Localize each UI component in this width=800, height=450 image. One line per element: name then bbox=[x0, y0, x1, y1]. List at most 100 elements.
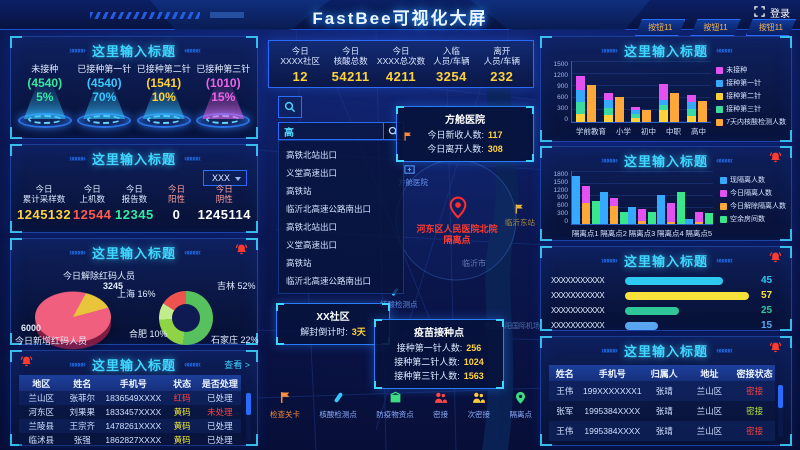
table-cell: 1833457XXXX bbox=[105, 407, 162, 417]
table-cell: 张靖 bbox=[655, 426, 673, 436]
search-result-item[interactable]: 义堂高速出口 bbox=[286, 168, 338, 178]
table-cell: 199XXXXXXX1 bbox=[582, 386, 642, 396]
alarm-bell-icon[interactable] bbox=[234, 243, 250, 258]
rank-bar bbox=[625, 291, 749, 300]
table-cell: 张菲尔 bbox=[69, 393, 96, 403]
table-cell: 兰山区 bbox=[696, 406, 723, 416]
table-row[interactable]: 河东区 刘果果 1833457XXXX 黄码 未处理 bbox=[19, 405, 241, 419]
bar-group[interactable] bbox=[659, 84, 680, 122]
quarantine-pin-marker[interactable] bbox=[448, 196, 468, 223]
rank-bar-label: XXXXXXXXXXX bbox=[551, 276, 605, 285]
filter-dropdown[interactable]: XXX bbox=[202, 170, 247, 186]
table-row[interactable]: 兰山区 张菲尔 1836549XXXX 红码 已处理 bbox=[19, 391, 241, 405]
view-more-link[interactable]: 查看 > bbox=[224, 360, 250, 370]
map-legend-button[interactable]: 检查关卡 bbox=[270, 391, 300, 420]
bar-group[interactable] bbox=[572, 176, 601, 224]
map-search-toggle-button[interactable] bbox=[278, 96, 302, 118]
search-result-item[interactable]: 高铁站 bbox=[286, 258, 312, 268]
bar-group[interactable] bbox=[631, 107, 652, 122]
rank-bar-track bbox=[625, 291, 755, 300]
bar-group[interactable] bbox=[656, 192, 685, 224]
health-code-table-panel: »»»»» 这里输入标题 ««««« 查看 > 地区 姓名 手机号 状态 是否处理 兰山区 张菲… bbox=[10, 350, 258, 447]
column-header: 地址 bbox=[700, 368, 719, 379]
search-result-item[interactable]: 高铁站 bbox=[286, 186, 312, 196]
rank-bar-row[interactable]: XXXXXXXXXXX 25 bbox=[547, 303, 785, 318]
legend-item[interactable]: 接种第一针 bbox=[716, 78, 786, 88]
rank-bar-row[interactable]: XXXXXXXXXXX 45 bbox=[547, 273, 785, 288]
table-scrollbar[interactable] bbox=[778, 385, 783, 437]
search-result-item[interactable]: 高铁北站出口 bbox=[286, 222, 338, 232]
table-cell: 刘果果 bbox=[69, 407, 96, 417]
alarm-bell-icon[interactable] bbox=[768, 341, 784, 356]
bar bbox=[670, 93, 680, 122]
search-result-item[interactable]: 义堂高速出口 bbox=[286, 240, 338, 250]
nav-button[interactable]: 按钮11 bbox=[745, 19, 796, 36]
legend-item[interactable]: 接种第二针 bbox=[716, 91, 786, 101]
bar-group[interactable] bbox=[684, 212, 713, 224]
nav-button[interactable]: 按钮11 bbox=[635, 19, 686, 36]
table-row[interactable]: 张军 1995384XXXX 张靖 兰山区 密接 bbox=[549, 401, 775, 421]
kpi-label-line: 入临 bbox=[442, 45, 460, 56]
map-legend-button[interactable]: 密接 bbox=[433, 391, 448, 420]
kpi-label-line: 今日 bbox=[35, 183, 53, 194]
x-axis-labels: 隔离点1 隔离点2 隔离点3 隔离点4 隔离点5 bbox=[571, 228, 713, 239]
legend-item[interactable]: 7天内核酸检测人数 bbox=[716, 117, 786, 127]
legend-item[interactable]: 接种第三针 bbox=[716, 104, 786, 114]
chart-legend: 未接种接种第一针接种第二针接种第三针 7天内核酸检测人数 bbox=[716, 65, 786, 127]
login-button[interactable]: 登录 bbox=[754, 5, 790, 20]
map-legend-button[interactable]: 核酸检测点 bbox=[319, 391, 357, 420]
region-donut-chart bbox=[159, 291, 213, 345]
legend-item[interactable]: 今日解除隔离人数 bbox=[720, 201, 786, 211]
search-result-item[interactable]: 高铁北站出口 bbox=[286, 150, 338, 160]
map-legend-button[interactable]: 防疫物资点 bbox=[376, 391, 414, 420]
alarm-bell-icon[interactable] bbox=[19, 355, 35, 370]
topbar-hatch-decoration bbox=[90, 12, 200, 19]
bar-group[interactable] bbox=[575, 76, 596, 122]
donut-label-jilin: 吉林 52% bbox=[217, 281, 256, 291]
bar-group[interactable] bbox=[628, 207, 657, 224]
x-tick-label: 隔离点2 bbox=[600, 229, 627, 238]
stack-segment bbox=[575, 114, 585, 122]
added-red-code-value: 6000 bbox=[21, 323, 42, 333]
bar-group[interactable] bbox=[603, 93, 624, 122]
center-kpi-strip: 今日 XXXX社区 12 今日 核酸总数 54211 今日 XXXX总次数 4211 入临 人员/车… bbox=[268, 40, 534, 88]
table-row[interactable]: 兰陵县 王宗齐 1478261XXXX 黄码 已处理 bbox=[19, 419, 241, 433]
nav-button[interactable]: 按钮11 bbox=[690, 19, 741, 36]
hospital-marker-icon[interactable] bbox=[404, 164, 415, 178]
alarm-bell-icon[interactable] bbox=[768, 151, 784, 166]
rank-bar-row[interactable]: XXXXXXXXXXX 57 bbox=[547, 288, 785, 303]
search-result-item[interactable]: 临沂北高速公路南出口 bbox=[286, 204, 372, 214]
table-cell: 王宗齐 bbox=[69, 421, 96, 431]
rank-bar-value: 15 bbox=[761, 320, 773, 331]
kpi-label: 今日 XXXX总次数 bbox=[376, 46, 426, 66]
alarm-bell-icon[interactable] bbox=[768, 251, 784, 266]
fullscreen-icon[interactable] bbox=[754, 5, 765, 20]
table-scrollbar[interactable] bbox=[246, 393, 251, 441]
rank-bar-label: XXXXXXXXXXX bbox=[551, 291, 605, 300]
map-legend-button[interactable]: 次密接 bbox=[468, 391, 490, 420]
legend-item[interactable]: 今日隔离人数 bbox=[720, 188, 786, 198]
bar-group[interactable] bbox=[687, 95, 708, 122]
legend-item[interactable]: 现隔离人数 bbox=[720, 175, 786, 185]
bar-group[interactable] bbox=[600, 192, 629, 224]
arrows-decoration: »»»»» bbox=[600, 45, 618, 55]
search-result-item[interactable]: 临沂北高速公路南出口 bbox=[286, 276, 372, 286]
rank-bar-row[interactable]: XXXXXXXXXXX 15 bbox=[547, 318, 785, 333]
stack-segment bbox=[687, 109, 697, 116]
station-flag-icon[interactable] bbox=[514, 203, 525, 218]
community-countdown-row: 解封倒计时: 3天 bbox=[285, 325, 381, 339]
table-row[interactable]: 王伟 1995384XXXX 张靖 兰山区 密接 bbox=[549, 421, 775, 441]
panel-title: 这里输入标题 bbox=[623, 343, 708, 359]
sampling-stats-panel: »»»»» 这里输入标题 ««««« XXX 今日 累计采样数 1245132 今日 上机数… bbox=[10, 144, 258, 233]
legend-item[interactable]: 空余房间数 bbox=[720, 214, 786, 224]
legend-item[interactable]: 未接种 bbox=[716, 65, 786, 75]
kpi-label: 今日 上机数 bbox=[71, 184, 113, 204]
table-row[interactable]: 王伟 199XXXXXXX1 张靖 兰山区 密接 bbox=[549, 381, 775, 401]
map-legend-button[interactable]: 隔离点 bbox=[509, 391, 532, 420]
tooltip-row: 接种第三针人数: 1563 bbox=[383, 369, 495, 383]
stack-segment bbox=[610, 206, 619, 224]
stack-segment bbox=[687, 116, 697, 122]
search-input[interactable] bbox=[279, 123, 383, 139]
plot-area bbox=[571, 171, 713, 225]
table-row[interactable]: 临沭县 张强 1862827XXXX 黄码 已处理 bbox=[19, 433, 241, 447]
